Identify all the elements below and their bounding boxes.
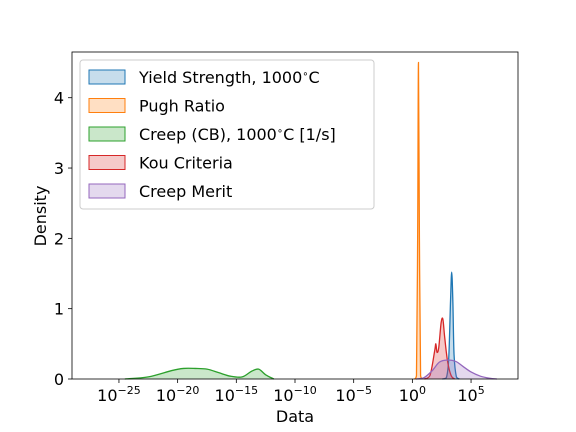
series-area-2 bbox=[124, 368, 274, 379]
series-line-4 bbox=[415, 359, 497, 380]
y-axis: 0 1 2 3 4 bbox=[54, 89, 72, 389]
x-axis-label: Data bbox=[276, 407, 314, 426]
legend-label-3: Kou Criteria bbox=[139, 154, 233, 173]
y-axis-label: Density bbox=[31, 186, 50, 247]
legend-label-2: Creep (CB), 1000∘C [1/s] bbox=[139, 125, 336, 144]
x-tick-label: 105 bbox=[457, 384, 484, 405]
series-line-2 bbox=[124, 367, 275, 380]
legend-swatch-4 bbox=[88, 183, 126, 199]
y-tick-label: 0 bbox=[54, 370, 64, 389]
series-line-1 bbox=[414, 61, 423, 380]
series-area-1 bbox=[414, 62, 423, 380]
y-tick-label: 3 bbox=[54, 159, 64, 178]
x-axis: 10−25 10−20 10−15 10−10 10−5 100 105 bbox=[97, 379, 485, 405]
x-tick-label: 100 bbox=[399, 384, 426, 405]
y-tick-label: 1 bbox=[54, 300, 64, 319]
x-tick-label: 10−20 bbox=[156, 384, 200, 405]
x-tick-label: 10−10 bbox=[273, 384, 317, 405]
series-area-3 bbox=[424, 318, 455, 379]
legend-swatch-2 bbox=[88, 126, 126, 142]
legend: Yield Strength, 1000∘C Pugh Ratio Creep (C… bbox=[79, 59, 375, 210]
x-tick-label: 10−25 bbox=[97, 384, 141, 405]
series-area-4 bbox=[415, 359, 497, 379]
legend-label-1: Pugh Ratio bbox=[139, 97, 225, 116]
y-tick-label: 4 bbox=[54, 89, 64, 108]
x-tick-label: 10−15 bbox=[215, 384, 259, 405]
series-line-3 bbox=[423, 317, 456, 380]
legend-box bbox=[79, 59, 375, 210]
legend-swatch-3 bbox=[88, 155, 126, 170]
y-tick-label: 2 bbox=[54, 229, 64, 248]
legend-swatch-1 bbox=[88, 98, 126, 113]
series-area-0 bbox=[442, 272, 460, 379]
series-line-0 bbox=[442, 271, 460, 380]
x-tick-label: 10−5 bbox=[335, 384, 372, 405]
legend-label-0: Yield Strength, 1000∘C bbox=[138, 68, 320, 87]
series-layer bbox=[124, 61, 497, 380]
legend-swatch-0 bbox=[88, 69, 126, 85]
legend-label-4: Creep Merit bbox=[139, 182, 232, 201]
